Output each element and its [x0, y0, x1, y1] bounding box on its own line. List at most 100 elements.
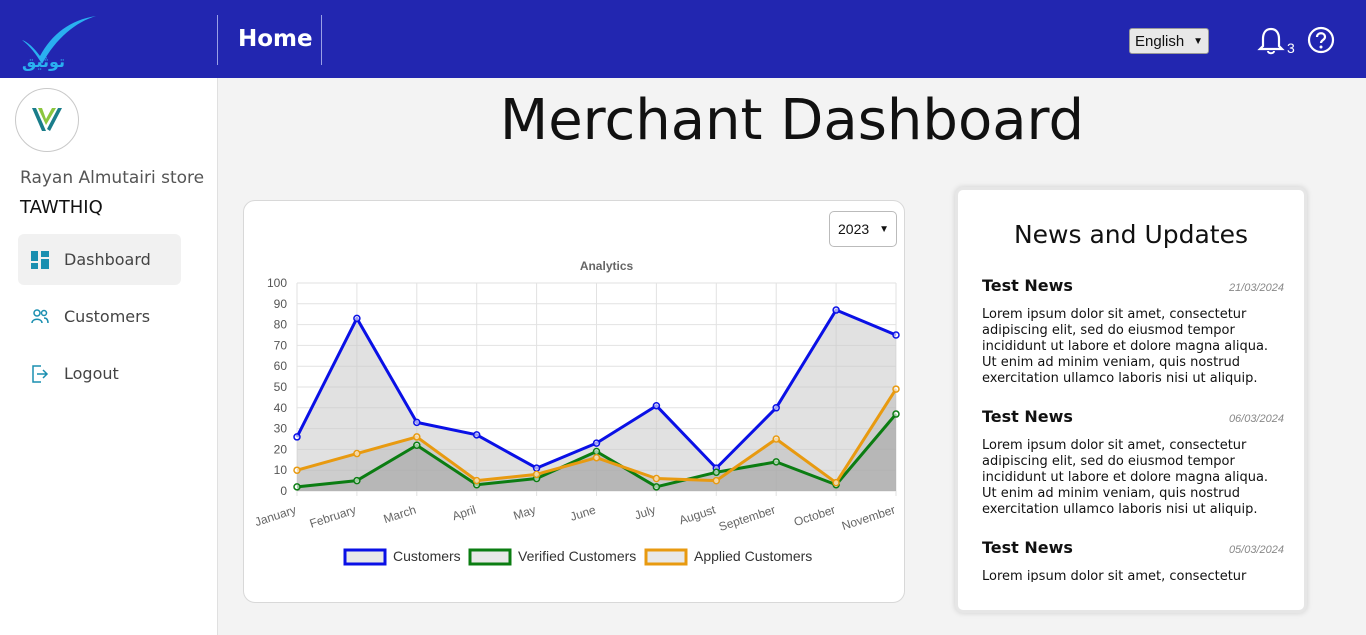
data-point — [892, 410, 900, 418]
news-date: 05/03/2024 — [1228, 544, 1284, 556]
news-panel: News and Updates Test News 21/03/2024 Lo… — [955, 187, 1307, 613]
divider — [217, 15, 218, 65]
news-title: News and Updates — [1013, 220, 1249, 249]
y-tick-label: 100 — [267, 276, 287, 290]
data-point — [832, 306, 840, 314]
data-point — [772, 404, 780, 412]
y-tick-label: 90 — [274, 297, 288, 311]
legend-swatch — [644, 548, 688, 566]
analytics-chart: Analytics 0 10 20 30 40 50 60 70 80 90 100 January Fe… — [253, 259, 900, 566]
data-point — [772, 458, 780, 466]
x-tick-label: November — [840, 503, 897, 533]
data-point — [892, 331, 900, 339]
x-tick-label: October — [792, 503, 837, 530]
y-tick-label: 20 — [274, 442, 288, 456]
chevron-down-icon: ▼ — [879, 223, 889, 235]
news-body: Lorem ipsum dolor sit amet, consectetur … — [982, 307, 1269, 386]
store-avatar — [15, 88, 79, 152]
chart-title: Analytics — [580, 259, 634, 273]
y-tick-label: 70 — [274, 338, 288, 352]
legend-swatch — [343, 548, 387, 566]
sidebar-item-dashboard[interactable]: Dashboard — [18, 234, 181, 285]
notification-count: 3 — [1287, 40, 1295, 56]
top-navbar: توثيق Home English ▼ 3 — [0, 0, 1366, 78]
store-name: Rayan Almutairi store — [20, 168, 205, 188]
store-brand: TAWTHIQ — [20, 197, 103, 218]
language-value: English — [1135, 32, 1185, 50]
news-body: Lorem ipsum dolor sit amet, consectetur … — [982, 438, 1269, 517]
data-point — [413, 433, 421, 441]
data-point — [652, 474, 661, 483]
data-point — [652, 401, 661, 410]
data-point — [472, 431, 481, 439]
x-tick-label: January — [253, 503, 298, 530]
y-tick-label: 40 — [274, 401, 288, 415]
sidebar-item-label: Logout — [64, 364, 119, 383]
data-point — [592, 447, 601, 456]
news-heading: Test News — [982, 276, 1073, 295]
dashboard-icon — [30, 250, 50, 270]
notification-bell-icon[interactable] — [1257, 26, 1285, 56]
data-point — [353, 476, 361, 485]
sidebar: Rayan Almutairi store TAWTHIQ Dashboard … — [0, 78, 218, 635]
y-tick-label: 80 — [274, 318, 288, 332]
news-item: Test News 06/03/2024 Lorem ipsum dolor s… — [982, 407, 1284, 518]
legend-swatch — [468, 548, 512, 566]
legend-label: Customers — [393, 548, 461, 564]
sidebar-item-customers[interactable]: Customers — [18, 291, 181, 342]
users-icon — [30, 307, 50, 327]
x-tick-label: June — [568, 502, 597, 523]
data-point — [293, 483, 301, 491]
page-title: Merchant Dashboard — [499, 88, 1085, 153]
series-area — [297, 310, 896, 491]
chevron-down-icon: ▼ — [1193, 35, 1203, 47]
data-point — [532, 470, 541, 479]
logout-icon — [30, 364, 50, 384]
x-tick-label: March — [382, 503, 418, 527]
x-tick-label: February — [308, 503, 358, 531]
data-point — [413, 441, 421, 449]
data-point — [592, 439, 601, 447]
data-point — [353, 449, 361, 458]
data-point — [892, 385, 900, 393]
data-point — [772, 435, 780, 443]
data-point — [712, 468, 721, 477]
x-tick-label: September — [717, 503, 777, 534]
y-tick-label: 60 — [274, 359, 288, 373]
data-point — [293, 466, 301, 474]
legend-label: Verified Customers — [518, 548, 636, 564]
data-point — [293, 433, 301, 441]
news-item: Test News 05/03/2024 Lorem ipsum dolor s… — [982, 538, 1284, 582]
y-tick-label: 10 — [274, 463, 288, 477]
data-point — [832, 478, 840, 487]
analytics-card: Analytics 0 10 20 30 40 50 60 70 80 90 100 January Fe… — [243, 200, 905, 603]
data-point — [712, 476, 721, 485]
data-point — [413, 418, 421, 427]
legend-label: Applied Customers — [694, 548, 812, 564]
home-link[interactable]: Home — [238, 26, 313, 52]
news-date: 06/03/2024 — [1228, 413, 1284, 425]
news-heading: Test News — [982, 538, 1073, 557]
data-point — [353, 314, 361, 323]
divider — [321, 15, 322, 65]
y-tick-label: 30 — [274, 422, 288, 436]
help-icon[interactable] — [1307, 26, 1335, 54]
logo-text: توثيق — [22, 52, 65, 71]
language-select[interactable]: English ▼ — [1129, 28, 1209, 54]
news-item: Test News 21/03/2024 Lorem ipsum dolor s… — [982, 276, 1284, 387]
sidebar-item-logout[interactable]: Logout — [18, 348, 181, 399]
year-select[interactable]: 2023 ▼ — [829, 211, 897, 247]
y-tick-label: 50 — [274, 380, 288, 394]
news-heading: Test News — [982, 407, 1073, 426]
data-point — [532, 464, 541, 472]
y-tick-label: 0 — [280, 484, 287, 498]
news-list[interactable]: Test News 21/03/2024 Lorem ipsum dolor s… — [982, 276, 1284, 582]
store-logo-icon — [32, 108, 62, 131]
sidebar-item-label: Dashboard — [64, 250, 151, 269]
data-point — [652, 483, 661, 491]
sidebar-item-label: Customers — [64, 307, 151, 326]
x-tick-label: April — [450, 503, 477, 524]
data-point — [472, 476, 481, 485]
year-value: 2023 — [838, 221, 870, 237]
x-tick-label: May — [512, 503, 538, 523]
